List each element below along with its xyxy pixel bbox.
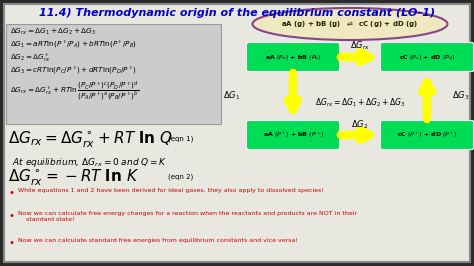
Text: $\Delta G_2$: $\Delta G_2$ <box>351 118 369 131</box>
Text: While equations 1 and 2 have been derived for ideal gases, they also apply to di: While equations 1 and 2 have been derive… <box>18 188 324 193</box>
FancyBboxPatch shape <box>246 43 339 72</box>
Text: At equilibrium, $\Delta G_{rx} = 0$ and $Q = K$: At equilibrium, $\Delta G_{rx} = 0$ and … <box>12 156 167 169</box>
FancyBboxPatch shape <box>381 120 474 149</box>
Text: $\Delta G_{rx}^\circ = -RT\ \mathbf{ln}\ K$: $\Delta G_{rx}^\circ = -RT\ \mathbf{ln}\… <box>8 168 139 189</box>
Text: Now we can calculate free energy changes for a reaction when the reactants and p: Now we can calculate free energy changes… <box>18 211 357 222</box>
Text: •: • <box>8 238 14 248</box>
Text: •: • <box>8 188 14 198</box>
Text: $\Delta G_1 = aRT\ln(P^\circ/P_A) + bRT\ln(P^\circ/P_B)$: $\Delta G_1 = aRT\ln(P^\circ/P_A) + bRT\… <box>10 40 137 50</box>
Text: 11.4) Thermodynamic origin of the equilibrium constant (LO-1): 11.4) Thermodynamic origin of the equili… <box>39 8 435 18</box>
Text: cC $(P_c)$ + dD $(P_d)$: cC $(P_c)$ + dD $(P_d)$ <box>399 52 455 61</box>
Text: $\Delta G_{rx} = \Delta G_{rx}^\circ + RT\ \mathbf{ln}\ Q$: $\Delta G_{rx} = \Delta G_{rx}^\circ + R… <box>8 130 173 151</box>
Text: (eqn 1): (eqn 1) <box>168 135 193 142</box>
Text: $\Delta G_{rx}$: $\Delta G_{rx}$ <box>350 39 370 52</box>
FancyBboxPatch shape <box>381 43 474 72</box>
Text: (eqn 2): (eqn 2) <box>168 174 193 181</box>
Text: aA (g) + bB (g)  $\rightleftharpoons$  cC (g) + dD (g): aA (g) + bB (g) $\rightleftharpoons$ cC … <box>282 19 419 29</box>
Text: $\Delta G_3$: $\Delta G_3$ <box>453 90 470 102</box>
Ellipse shape <box>253 8 447 40</box>
FancyBboxPatch shape <box>246 120 339 149</box>
Text: $\Delta G_1$: $\Delta G_1$ <box>223 90 240 102</box>
Text: $\Delta G_{rx} = \Delta G_1 + \Delta G_2 + \Delta G_3$: $\Delta G_{rx} = \Delta G_1 + \Delta G_2… <box>10 27 96 37</box>
Text: $\Delta G_3 = cRT\ln(P_C/P^\circ) + dRT\ln(P_D/P^\circ)$: $\Delta G_3 = cRT\ln(P_C/P^\circ) + dRT\… <box>10 66 137 76</box>
Text: $\Delta G_{rx} = \Delta G_1 + \Delta G_2 + \Delta G_3$: $\Delta G_{rx} = \Delta G_1 + \Delta G_2… <box>315 97 405 109</box>
FancyBboxPatch shape <box>4 4 470 262</box>
Text: Now we can calculate standard free energies from equilibrium constants and vice : Now we can calculate standard free energ… <box>18 238 298 243</box>
Text: aA $(P_a)$ + bB $(P_b)$: aA $(P_a)$ + bB $(P_b)$ <box>264 52 321 61</box>
Text: •: • <box>8 211 14 221</box>
Text: $\Delta G_2 = \Delta G_{rx}^\circ$: $\Delta G_2 = \Delta G_{rx}^\circ$ <box>10 52 51 64</box>
Text: cC $(P^\circ)$ + dD $(P^\circ)$: cC $(P^\circ)$ + dD $(P^\circ)$ <box>397 130 457 140</box>
Text: $\Delta G_{rx} = \Delta G_{rx}^\circ + RT\ln\dfrac{(P_C/P^\circ)^c(P_D/P^\circ)^: $\Delta G_{rx} = \Delta G_{rx}^\circ + R… <box>10 80 139 102</box>
FancyBboxPatch shape <box>6 24 221 124</box>
Text: aA $(P^\circ)$ + bB $(P^\circ)$: aA $(P^\circ)$ + bB $(P^\circ)$ <box>263 130 323 140</box>
